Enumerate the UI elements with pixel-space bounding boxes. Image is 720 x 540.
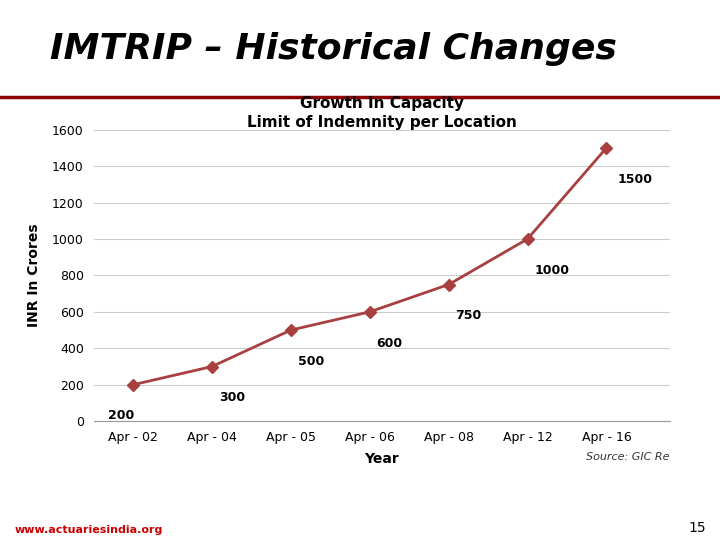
Text: 600: 600 bbox=[377, 336, 402, 349]
Text: 300: 300 bbox=[219, 392, 245, 404]
Text: 1500: 1500 bbox=[618, 173, 652, 186]
X-axis label: Year: Year bbox=[364, 453, 399, 466]
Text: Growth In Capacity: Growth In Capacity bbox=[300, 96, 464, 111]
Text: Limit of Indemnity per Location: Limit of Indemnity per Location bbox=[247, 114, 516, 130]
Y-axis label: INR In Crores: INR In Crores bbox=[27, 224, 41, 327]
Text: Source: GIC Re: Source: GIC Re bbox=[586, 451, 670, 462]
Text: 200: 200 bbox=[108, 409, 135, 422]
Text: 15: 15 bbox=[688, 521, 706, 535]
Text: 1000: 1000 bbox=[534, 264, 570, 276]
Text: IMTRIP – Historical Changes: IMTRIP – Historical Changes bbox=[50, 32, 617, 65]
Text: 750: 750 bbox=[456, 309, 482, 322]
Text: www.actuariesindia.org: www.actuariesindia.org bbox=[14, 524, 163, 535]
Text: 500: 500 bbox=[298, 355, 324, 368]
